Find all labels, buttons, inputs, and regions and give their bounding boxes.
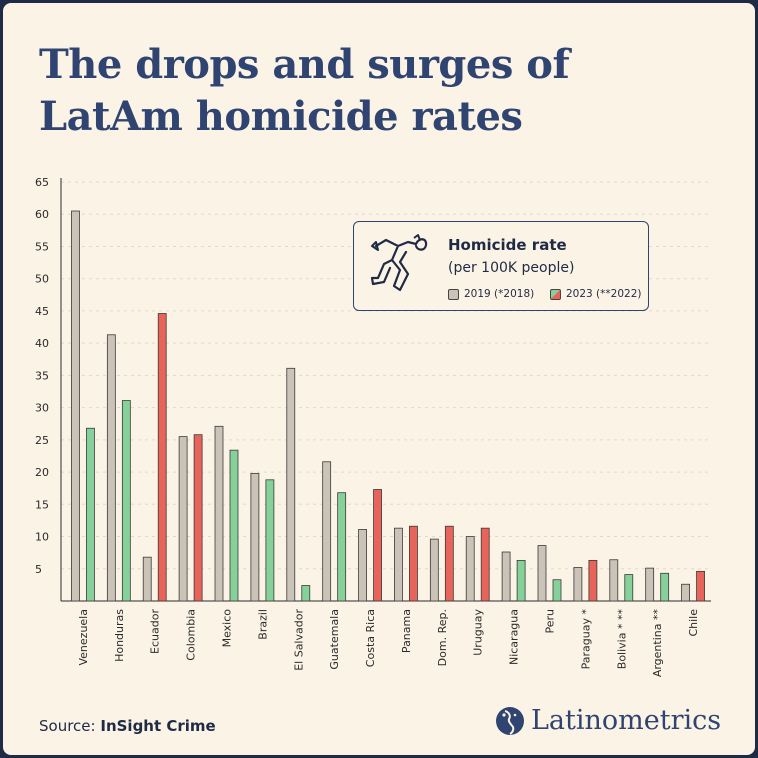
bar-2019-colombia <box>178 436 188 602</box>
legend-label-2023: 2023 (**2022) <box>566 288 642 300</box>
y-tick-label: 10 <box>35 531 49 544</box>
x-category-label: Dom. Rep. <box>436 609 449 666</box>
bar-2023-guatemala <box>337 492 347 602</box>
category-labels: Venezuela Honduras Ecuador Colombia Mexico Br… <box>77 609 700 678</box>
brand-name: Latinometrics <box>531 705 722 736</box>
y-tick-label: 40 <box>35 337 49 350</box>
bar-2019-panama <box>394 527 403 602</box>
bar-2019-guatemala <box>322 461 332 602</box>
bar-2019-costa-rica <box>358 529 367 602</box>
bar-2023-bolivia <box>624 574 634 602</box>
legend-title: Homicide rate <box>448 236 567 254</box>
bar-2023-peru <box>552 579 562 602</box>
bar-2019-nicaragua <box>501 551 511 602</box>
x-category-label: Honduras <box>113 609 126 662</box>
y-tick-labels: 5 10 15 20 25 30 35 40 45 50 55 60 65 <box>35 176 49 576</box>
chalk-outline-body-icon <box>370 234 428 292</box>
bar-2023-panama <box>409 525 418 602</box>
page-title: The drops and surges of LatAm homicide r… <box>39 41 570 140</box>
bar-2023-ecuador <box>157 313 167 602</box>
bar-2023-mexico <box>229 449 239 602</box>
legend-item-2023: 2023 (**2022) <box>550 288 641 300</box>
x-category-label: El Salvador <box>292 609 305 671</box>
legend-subtitle: (per 100K people) <box>448 260 575 276</box>
y-tick-label: 50 <box>35 273 49 286</box>
x-category-label: Costa Rica <box>364 609 377 667</box>
source-prefix: Source: <box>39 717 96 735</box>
y-tick-label: 20 <box>35 466 49 479</box>
y-tick-label: 15 <box>35 498 49 511</box>
bar-2023-nicaragua <box>516 559 526 602</box>
y-tick-label: 30 <box>35 402 49 415</box>
x-category-label: Venezuela <box>77 609 90 666</box>
bar-2019-bolivia <box>609 559 619 602</box>
bar-2019-ecuador <box>142 556 152 602</box>
bar-2019-peru <box>537 545 547 602</box>
source-name: InSight Crime <box>100 717 216 735</box>
bar-2019-paraguay <box>573 567 583 602</box>
y-tick-label: 55 <box>35 240 49 253</box>
y-tick-label: 65 <box>35 176 49 189</box>
x-category-label: Guatemala <box>328 609 341 670</box>
bar-2023-uruguay <box>480 527 490 602</box>
y-tick-label: 5 <box>35 563 42 576</box>
x-category-label: Panama <box>400 609 413 653</box>
bar-2019-brazil <box>250 472 260 602</box>
bar-2023-venezuela <box>86 427 95 602</box>
x-category-label: Brazil <box>256 609 269 640</box>
bar-2019-honduras <box>106 334 116 602</box>
bar-2019-el-salvador <box>286 367 296 602</box>
legend-item-2019: 2019 (*2018) <box>448 288 534 300</box>
bar-2023-el-salvador <box>301 585 311 602</box>
x-category-label: Mexico <box>221 609 234 648</box>
bar-2023-paraguay <box>588 559 598 602</box>
x-category-label: Uruguay <box>472 609 485 656</box>
axes <box>60 178 711 602</box>
legend-swatch-2023 <box>550 288 561 300</box>
x-category-label: Chile <box>687 609 700 637</box>
x-category-label: Ecuador <box>149 609 162 654</box>
bar-2019-chile <box>681 583 690 602</box>
x-category-label: Paraguay * <box>579 609 592 670</box>
bar-2023-dom-rep <box>444 525 454 602</box>
bar-2023-brazil <box>265 479 275 602</box>
x-category-label: Colombia <box>185 609 198 661</box>
infographic-card: The drops and surges of LatAm homicide r… <box>3 3 755 755</box>
bar-2023-colombia <box>193 434 203 602</box>
legend-swatch-2019 <box>448 288 459 300</box>
bar-2023-costa-rica <box>373 489 382 602</box>
legend: Homicide rate (per 100K people) 2019 (*2… <box>353 221 649 311</box>
source-line: Source: InSight Crime <box>39 717 216 735</box>
bar-chart: 5 10 15 20 25 30 35 40 45 50 55 60 65 Venezuela Hondu… <box>35 176 711 678</box>
y-tick-label: 60 <box>35 208 49 221</box>
bar-2023-argentina <box>660 572 670 602</box>
bar-2023-honduras <box>121 400 131 602</box>
bar-2019-mexico <box>214 425 224 602</box>
brand-logo: Latinometrics <box>495 705 721 736</box>
globe-logo-icon <box>496 706 524 735</box>
y-tick-label: 25 <box>35 434 49 447</box>
x-category-label: Bolivia * ** <box>615 609 628 670</box>
legend-label-2019: 2019 (*2018) <box>464 288 535 300</box>
bars <box>71 210 705 602</box>
bar-2019-uruguay <box>465 536 475 602</box>
y-tick-label: 45 <box>35 305 49 318</box>
y-tick-label: 35 <box>35 369 49 382</box>
x-category-label: Peru <box>544 609 557 634</box>
x-category-label: Argentina ** <box>651 609 664 678</box>
x-category-label: Nicaragua <box>508 609 521 665</box>
bar-2019-venezuela <box>71 210 80 602</box>
bar-2019-dom-rep <box>429 538 439 602</box>
bar-2019-argentina <box>645 567 655 602</box>
bar-2023-chile <box>696 570 705 602</box>
